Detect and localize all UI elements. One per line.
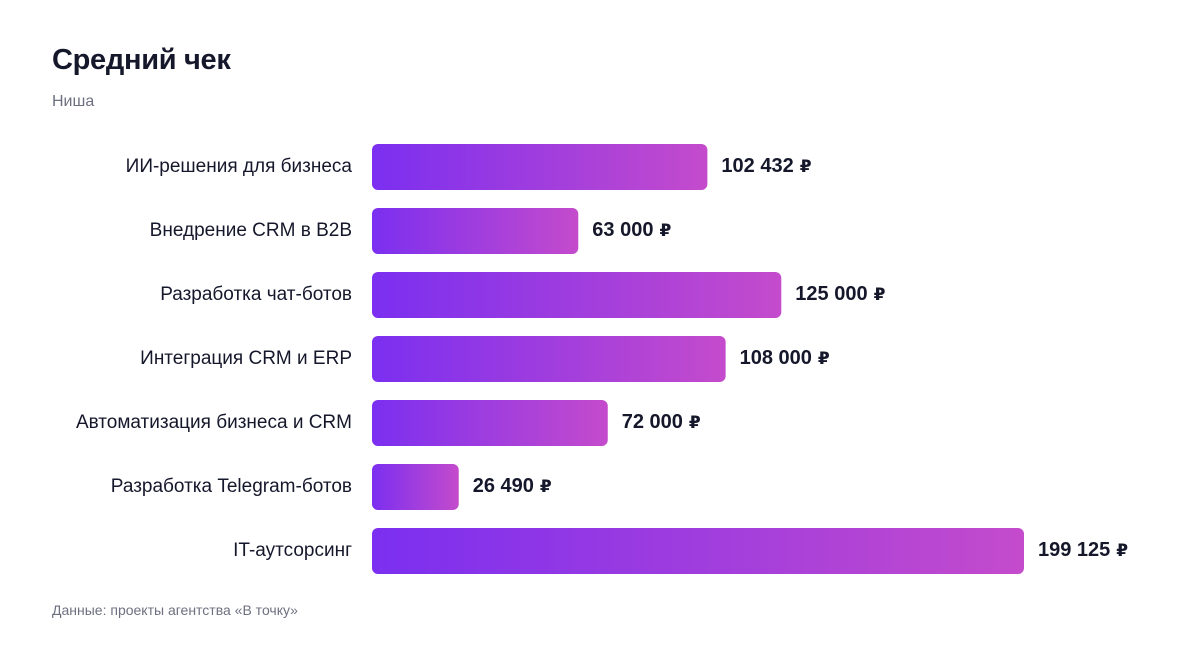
bar-row: Разработка Telegram-ботов 26 490 ₽ <box>111 464 552 510</box>
bar-row: Автоматизация бизнеса и CRM 72 000 ₽ <box>76 400 701 446</box>
bar-row: Внедрение CRM в B2B 63 000 ₽ <box>150 208 671 254</box>
bar <box>372 464 459 510</box>
value-number: 26 490 <box>473 475 534 497</box>
currency-unit: ₽ <box>874 285 886 305</box>
value-label: 125 000 ₽ <box>795 283 885 305</box>
value-number: 108 000 <box>740 347 812 369</box>
data-source-note: Данные: проекты агентства «В точку» <box>52 602 298 618</box>
bar-row: Интеграция CRM и ERP 108 000 ₽ <box>140 336 830 382</box>
currency-unit: ₽ <box>689 413 701 433</box>
category-label: IT-аутсорсинг <box>233 540 352 561</box>
currency-unit: ₽ <box>800 157 812 177</box>
currency-unit: ₽ <box>659 221 671 241</box>
bar <box>372 528 1024 574</box>
category-label: Внедрение CRM в B2B <box>150 220 352 241</box>
value-number: 63 000 <box>592 219 653 241</box>
bar-row: Разработка чат-ботов 125 000 ₽ <box>160 272 886 318</box>
bar <box>372 336 726 382</box>
value-number: 199 125 <box>1038 539 1110 561</box>
value-label: 108 000 ₽ <box>740 347 830 369</box>
bar <box>372 144 708 190</box>
bar <box>372 272 782 318</box>
value-number: 102 432 <box>721 155 793 177</box>
value-number: 72 000 <box>622 411 683 433</box>
value-number: 125 000 <box>795 283 867 305</box>
currency-unit: ₽ <box>1116 541 1128 561</box>
bar-row: ИИ-решения для бизнеса 102 432 ₽ <box>126 144 812 190</box>
chart-subtitle: Ниша <box>52 93 95 110</box>
category-label: Разработка Telegram-ботов <box>111 476 352 497</box>
category-label: Разработка чат-ботов <box>160 284 352 305</box>
bar-row: IT-аутсорсинг 199 125 ₽ <box>233 528 1128 574</box>
category-label: Интеграция CRM и ERP <box>140 348 352 369</box>
value-label: 102 432 ₽ <box>721 155 811 177</box>
currency-unit: ₽ <box>818 349 830 369</box>
bars-layer: ИИ-решения для бизнеса 102 432 ₽Внедрение … <box>76 144 1128 574</box>
currency-unit: ₽ <box>540 477 552 497</box>
bar <box>372 208 579 254</box>
value-label: 199 125 ₽ <box>1038 539 1128 561</box>
value-label: 63 000 ₽ <box>592 219 671 241</box>
bar <box>372 400 608 446</box>
category-label: Автоматизация бизнеса и CRM <box>76 412 352 433</box>
category-label: ИИ-решения для бизнеса <box>126 156 353 177</box>
value-label: 26 490 ₽ <box>473 475 552 497</box>
value-label: 72 000 ₽ <box>622 411 701 433</box>
chart-title: Средний чек <box>52 44 231 76</box>
